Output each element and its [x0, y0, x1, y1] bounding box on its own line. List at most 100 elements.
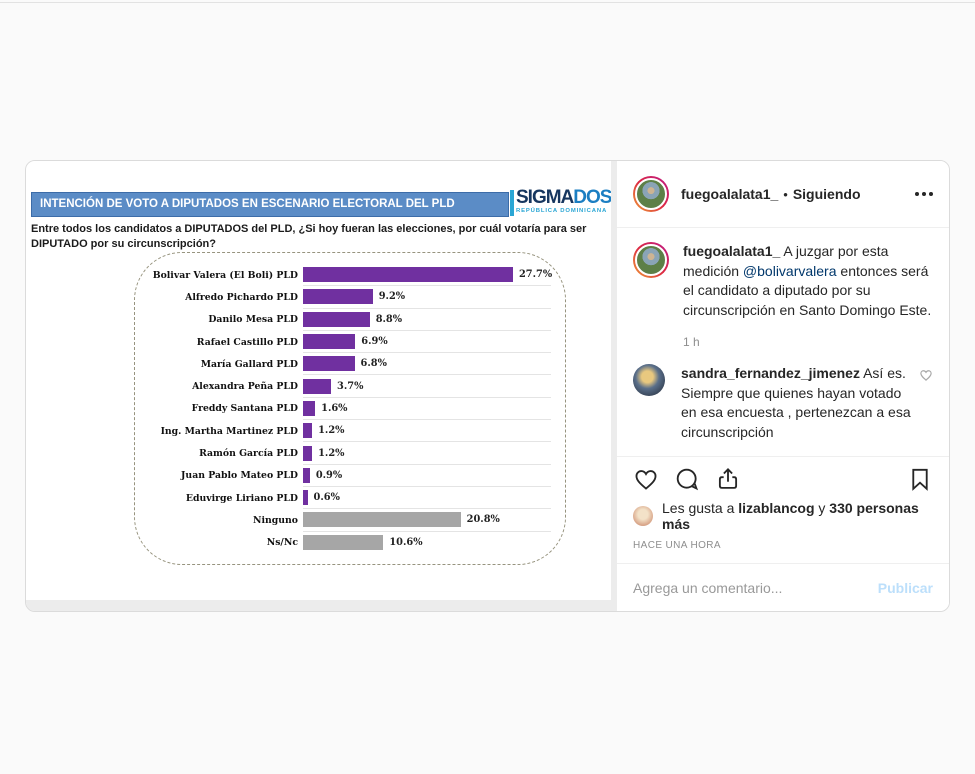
author-username-link[interactable]: fuegoalalata1_ [681, 186, 779, 202]
actions-section: Les gusta a lizablancog y 330 personas m… [617, 456, 949, 563]
commenter-username-link[interactable]: sandra_fernandez_jimenez [681, 365, 860, 381]
chart-bar-cell: 1.6% [303, 398, 551, 421]
chart-bar-cell: 3.7% [303, 375, 551, 398]
chart-bar-value: 20.8% [466, 514, 500, 526]
chart-bar [303, 512, 461, 528]
logo-subtitle: REPÚBLICA DOMINICANA [516, 208, 608, 214]
chart-row: Rafael Castillo PLD 6.9% [135, 331, 551, 354]
publish-button[interactable]: Publicar [877, 579, 933, 596]
commenter-avatar[interactable] [633, 364, 665, 396]
chart-bar-value: 1.6% [321, 402, 348, 414]
bar-chart: Bolivar Valera (El Boli) PLD 27.7% Alfredo… [134, 252, 566, 565]
chart-bar-cell: 9.2% [303, 286, 551, 309]
liker-avatar[interactable] [633, 506, 653, 526]
following-button[interactable]: Siguiendo [792, 186, 861, 202]
chart-bar [303, 267, 513, 283]
chart-photo: INTENCIÓN DE VOTO A DIPUTADOS EN ESCENAR… [26, 161, 611, 600]
comment-bubble-icon[interactable] [674, 466, 700, 492]
add-comment-row: Publicar [617, 563, 949, 611]
chart-bar-label: Freddy Santana PLD [191, 403, 298, 415]
logo-wordmark: SIGMADOS [516, 187, 611, 208]
chart-bar-value: 6.9% [361, 336, 388, 348]
post-card: INTENCIÓN DE VOTO A DIPUTADOS EN ESCENAR… [25, 160, 950, 612]
share-icon[interactable] [715, 466, 741, 492]
chart-bar-cell: 0.9% [303, 465, 551, 487]
chart-bar [303, 378, 332, 394]
mention-link[interactable]: @bolivarvalera [742, 262, 837, 279]
chart-bar-cell: 1.2% [303, 420, 551, 443]
likes-row: Les gusta a lizablancog y 330 personas m… [617, 497, 949, 532]
chart-row: Bolivar Valera (El Boli) PLD 27.7% [135, 264, 552, 287]
chart-question: Entre todos los candidatos a DIPUTADOS d… [31, 223, 587, 250]
chart-row: Freddy Santana PLD 1.6% [135, 398, 551, 421]
chart-bar [303, 467, 310, 483]
chart-rows: Bolivar Valera (El Boli) PLD 27.7% Alfredo… [135, 264, 552, 554]
logo-accent-bar [510, 190, 514, 216]
chart-bar-value: 1.2% [318, 447, 345, 459]
post-timestamp: HACE UNA HORA [633, 540, 721, 551]
chart-bar-value: 1.2% [318, 425, 345, 437]
post-header: fuegoalalata1_ • Siguiendo [617, 161, 949, 228]
chart-bar-cell: 1.2% [303, 442, 551, 465]
chart-bar-label: Ing. Martha Martinez PLD [160, 425, 298, 437]
author-avatar[interactable] [633, 176, 669, 212]
chart-bar-label: Danilo Mesa PLD [208, 314, 298, 326]
like-heart-icon[interactable] [633, 466, 659, 492]
chart-bar-value: 8.8% [375, 313, 403, 325]
chart-bar [303, 535, 384, 551]
chart-bar-label: Alfredo Pichardo PLD [185, 291, 298, 303]
chart-bar-value: 0.9% [315, 469, 343, 481]
likes-text: Les gusta a lizablancog y 330 personas m… [662, 500, 919, 532]
chart-row: María Gallard PLD 6.8% [135, 353, 551, 376]
author-avatar-image [635, 178, 667, 210]
comment-text: sandra_fernandez_jimenez Así es. Siempre… [681, 365, 911, 440]
chart-row: Ninguno 20.8% [135, 509, 551, 532]
comment-input[interactable] [633, 579, 866, 596]
chart-bar-value: 0.6% [313, 492, 340, 504]
chart-row: Juan Pablo Mateo PLD 0.9% [135, 465, 551, 487]
chart-bar [303, 490, 308, 506]
likes-count-link[interactable]: 330 personas más [662, 500, 919, 532]
chart-bar [303, 311, 370, 327]
chart-bar-label: Alexandra Peña PLD [192, 381, 298, 393]
chart-row: Ns/Nc 10.6% [135, 532, 551, 554]
liker-username-link[interactable]: lizablancog [738, 500, 815, 516]
chart-bar-value: 3.7% [337, 380, 364, 392]
chart-row: Alexandra Peña PLD 3.7% [135, 375, 551, 398]
more-options-icon[interactable] [915, 188, 933, 200]
chart-bar-value: 6.8% [360, 358, 387, 370]
chart-bar-cell: 6.9% [303, 331, 551, 354]
chart-bar-label: Ramón García PLD [199, 448, 298, 460]
caption-avatar[interactable] [633, 242, 669, 278]
chart-bar-label: Ns/Nc [266, 537, 298, 549]
chart-row: Eduvirge Liriano PLD 0.6% [135, 487, 551, 510]
chart-bar-value: 10.6% [389, 537, 423, 549]
sigma-dos-logo: SIGMADOS REPÚBLICA DOMINICANA [510, 188, 611, 221]
chart-row: Danilo Mesa PLD 8.8% [135, 309, 551, 331]
chart-bar-label: Juan Pablo Mateo PLD [181, 470, 298, 482]
chart-bar [303, 289, 373, 305]
chart-bar-label: Ninguno [252, 514, 298, 526]
header-dot-separator: • [783, 186, 788, 202]
post-panel: fuegoalalata1_ • Siguiendo fuegoalalata1… [617, 161, 949, 611]
chart-bar-cell: 0.6% [303, 487, 551, 510]
chart-bar-label: María Gallard PLD [200, 358, 298, 370]
bookmark-icon[interactable] [907, 466, 933, 492]
chart-bar-cell: 8.8% [303, 309, 551, 331]
caption-username-link[interactable]: fuegoalalata1_ [683, 243, 781, 259]
comment: sandra_fernandez_jimenez Así es. Siempre… [633, 364, 933, 442]
caption: fuegoalalata1_ A juzgar por esta medició… [633, 242, 933, 320]
comment-like-heart-icon[interactable] [919, 368, 933, 387]
chart-bar-cell: 6.8% [303, 353, 551, 376]
comments-section: fuegoalalata1_ A juzgar por esta medició… [617, 228, 949, 456]
action-icons-row [617, 457, 949, 497]
chart-bar-cell: 20.8% [303, 509, 551, 532]
chart-row: Alfredo Pichardo PLD 9.2% [135, 286, 551, 309]
top-divider [0, 2, 975, 3]
chart-bar-cell: 27.7% [303, 264, 552, 287]
post-media[interactable]: INTENCIÓN DE VOTO A DIPUTADOS EN ESCENAR… [26, 161, 617, 611]
chart-title: INTENCIÓN DE VOTO A DIPUTADOS EN ESCENAR… [31, 192, 509, 217]
chart-row: Ing. Martha Martinez PLD 1.2% [135, 420, 551, 443]
chart-bar [303, 445, 313, 461]
